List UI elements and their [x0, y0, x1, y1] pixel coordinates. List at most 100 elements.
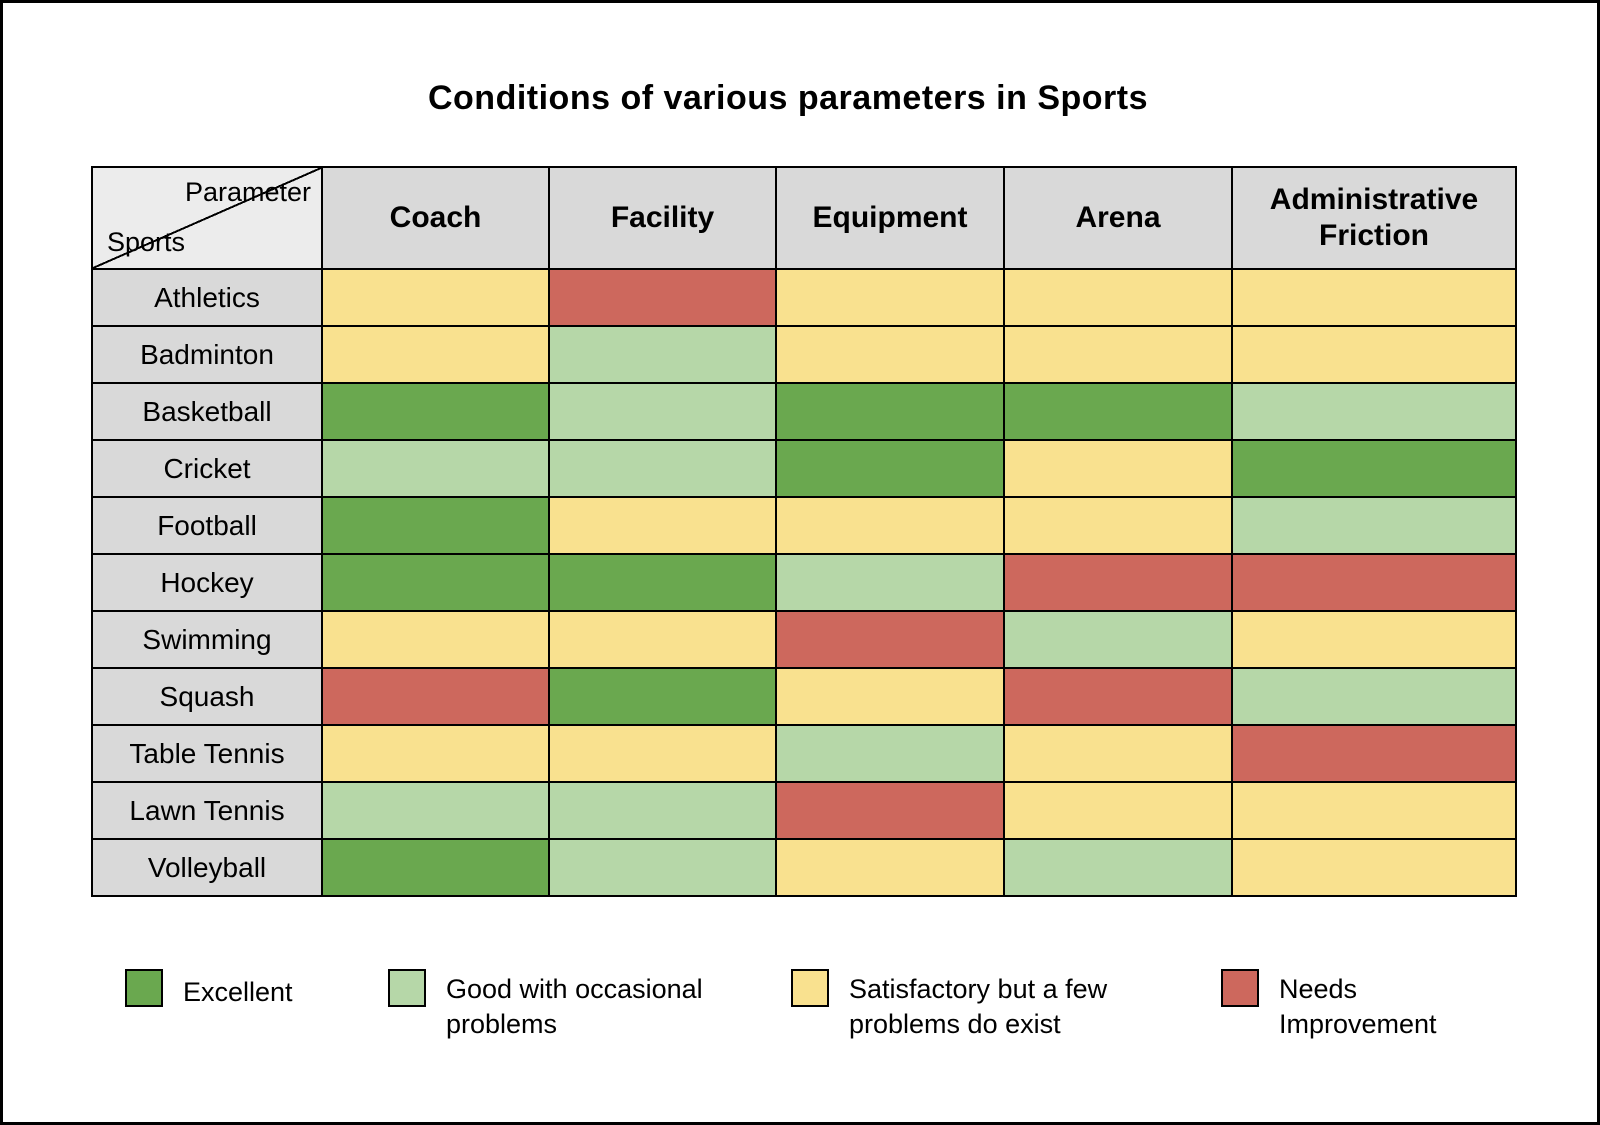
condition-cell-squash-facility	[548, 667, 777, 726]
excellent-swatch	[125, 969, 163, 1007]
condition-cell-cricket-coach	[321, 439, 550, 498]
condition-cell-football-administrative-friction	[1231, 496, 1517, 555]
condition-cell-lawn-tennis-arena	[1003, 781, 1233, 840]
needs-improvement-swatch	[1221, 969, 1259, 1007]
sport-label-basketball: Basketball	[91, 382, 323, 441]
table-row: Squash	[91, 667, 1517, 726]
condition-cell-lawn-tennis-administrative-friction	[1231, 781, 1517, 840]
table-row: Volleyball	[91, 838, 1517, 897]
condition-cell-squash-coach	[321, 667, 550, 726]
condition-cell-football-arena	[1003, 496, 1233, 555]
condition-cell-cricket-equipment	[775, 439, 1005, 498]
sport-label-swimming: Swimming	[91, 610, 323, 669]
condition-cell-swimming-arena	[1003, 610, 1233, 669]
table-header: Parameter Sports Coach Facility Equipmen…	[91, 166, 1517, 270]
condition-cell-table-tennis-administrative-friction	[1231, 724, 1517, 783]
legend-item-good: Good with occasional problems	[388, 969, 726, 1042]
condition-cell-cricket-arena	[1003, 439, 1233, 498]
condition-cell-squash-administrative-friction	[1231, 667, 1517, 726]
condition-cell-athletics-arena	[1003, 268, 1233, 327]
condition-cell-swimming-administrative-friction	[1231, 610, 1517, 669]
condition-cell-basketball-coach	[321, 382, 550, 441]
condition-cell-hockey-administrative-friction	[1231, 553, 1517, 612]
sport-label-volleyball: Volleyball	[91, 838, 323, 897]
column-header-facility: Facility	[548, 166, 777, 270]
sport-label-table-tennis: Table Tennis	[91, 724, 323, 783]
condition-cell-swimming-facility	[548, 610, 777, 669]
table-row: Cricket	[91, 439, 1517, 498]
table-body: Athletics Badminton Basketball Cricket Footb…	[91, 268, 1517, 897]
condition-cell-swimming-equipment	[775, 610, 1005, 669]
condition-cell-football-equipment	[775, 496, 1005, 555]
corner-header-cell: Parameter Sports	[91, 166, 323, 270]
sport-label-cricket: Cricket	[91, 439, 323, 498]
condition-cell-hockey-facility	[548, 553, 777, 612]
corner-sports-label: Sports	[107, 226, 186, 257]
condition-cell-swimming-coach	[321, 610, 550, 669]
condition-cell-hockey-coach	[321, 553, 550, 612]
condition-cell-athletics-administrative-friction	[1231, 268, 1517, 327]
condition-cell-volleyball-arena	[1003, 838, 1233, 897]
satisfactory-swatch	[791, 969, 829, 1007]
legend-label-excellent: Excellent	[183, 977, 293, 1007]
condition-cell-cricket-administrative-friction	[1231, 439, 1517, 498]
condition-cell-table-tennis-equipment	[775, 724, 1005, 783]
condition-cell-athletics-equipment	[775, 268, 1005, 327]
condition-cell-basketball-facility	[548, 382, 777, 441]
condition-cell-squash-equipment	[775, 667, 1005, 726]
legend-item-excellent: Excellent	[125, 969, 293, 1010]
condition-cell-football-facility	[548, 496, 777, 555]
column-header-equipment: Equipment	[775, 166, 1005, 270]
condition-cell-lawn-tennis-equipment	[775, 781, 1005, 840]
table-row: Football	[91, 496, 1517, 555]
legend-label-satisfactory: Satisfactory but a few problems do exist	[849, 974, 1108, 1040]
sport-label-athletics: Athletics	[91, 268, 323, 327]
corner-parameter-label: Parameter	[184, 177, 311, 207]
table-row: Basketball	[91, 382, 1517, 441]
condition-cell-basketball-equipment	[775, 382, 1005, 441]
condition-cell-table-tennis-facility	[548, 724, 777, 783]
legend-item-satisfactory: Satisfactory but a few problems do exist	[791, 969, 1154, 1042]
sport-label-badminton: Badminton	[91, 325, 323, 384]
condition-cell-volleyball-facility	[548, 838, 777, 897]
condition-cell-volleyball-equipment	[775, 838, 1005, 897]
sport-label-squash: Squash	[91, 667, 323, 726]
condition-cell-squash-arena	[1003, 667, 1233, 726]
legend-label-needs-improvement: Needs Improvement	[1279, 974, 1437, 1040]
condition-cell-athletics-coach	[321, 268, 550, 327]
condition-cell-table-tennis-arena	[1003, 724, 1233, 783]
column-header-coach: Coach	[321, 166, 550, 270]
table-row: Hockey	[91, 553, 1517, 612]
condition-cell-basketball-administrative-friction	[1231, 382, 1517, 441]
table-row: Lawn Tennis	[91, 781, 1517, 840]
table-row: Table Tennis	[91, 724, 1517, 783]
table-row: Swimming	[91, 610, 1517, 669]
page-title: Conditions of various parameters in Spor…	[427, 79, 1148, 117]
column-header-arena: Arena	[1003, 166, 1233, 270]
condition-cell-volleyball-administrative-friction	[1231, 838, 1517, 897]
sport-label-lawn-tennis: Lawn Tennis	[91, 781, 323, 840]
sport-label-hockey: Hockey	[91, 553, 323, 612]
condition-cell-hockey-arena	[1003, 553, 1233, 612]
conditions-table: Parameter Sports Coach Facility Equipmen…	[91, 166, 1517, 897]
legend-label-good: Good with occasional problems	[446, 974, 703, 1040]
good-swatch	[388, 969, 426, 1007]
condition-cell-badminton-arena	[1003, 325, 1233, 384]
condition-cell-lawn-tennis-facility	[548, 781, 777, 840]
legend: Excellent Good with occasional problems …	[3, 963, 1597, 1083]
condition-cell-table-tennis-coach	[321, 724, 550, 783]
condition-cell-badminton-administrative-friction	[1231, 325, 1517, 384]
condition-cell-cricket-facility	[548, 439, 777, 498]
condition-cell-basketball-arena	[1003, 382, 1233, 441]
condition-cell-football-coach	[321, 496, 550, 555]
condition-cell-hockey-equipment	[775, 553, 1005, 612]
table-row: Badminton	[91, 325, 1517, 384]
condition-cell-badminton-facility	[548, 325, 777, 384]
condition-cell-badminton-coach	[321, 325, 550, 384]
header-row: Parameter Sports Coach Facility Equipmen…	[91, 166, 1517, 270]
condition-cell-lawn-tennis-coach	[321, 781, 550, 840]
condition-cell-volleyball-coach	[321, 838, 550, 897]
sport-label-football: Football	[91, 496, 323, 555]
condition-cell-badminton-equipment	[775, 325, 1005, 384]
